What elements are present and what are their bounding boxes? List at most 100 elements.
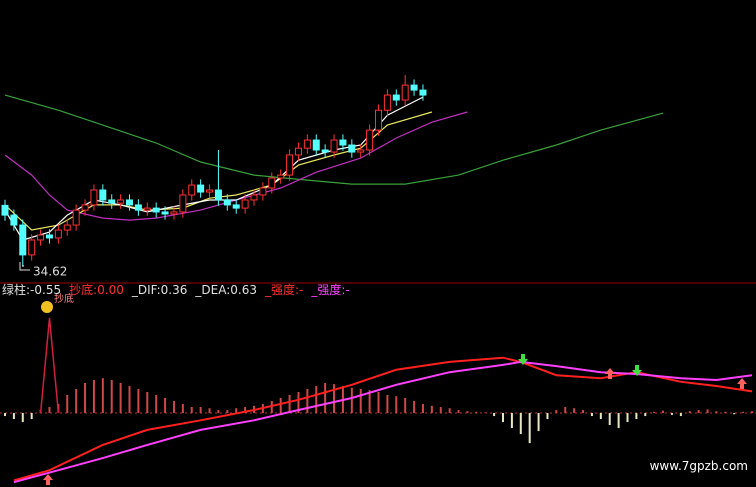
signal-icon — [41, 301, 53, 313]
legend-name: _DEA: — [195, 283, 231, 297]
macd-bar — [235, 408, 238, 414]
candle-body — [321, 149, 329, 153]
macd-bar — [715, 411, 718, 414]
macd-bar — [626, 413, 629, 423]
macd-bar — [48, 407, 51, 414]
macd-bar — [324, 382, 327, 414]
candle-body — [214, 189, 222, 201]
macd-bar — [617, 413, 620, 429]
macd-bar — [386, 395, 389, 414]
candle-body — [268, 177, 276, 189]
macd-bar — [573, 408, 576, 414]
macd-bar — [644, 413, 647, 417]
candle-body — [126, 199, 133, 206]
candle-body — [259, 187, 267, 196]
macd-bar — [430, 405, 433, 414]
candle-body — [206, 189, 214, 193]
buy-arrow — [43, 474, 53, 485]
macd-bar — [395, 396, 398, 414]
macd-bar — [288, 395, 291, 414]
candle-body — [410, 84, 418, 91]
macd-bar — [12, 413, 15, 420]
low-annotation: 34.62 — [33, 265, 67, 279]
macd-bar — [590, 413, 593, 417]
macd-bar — [493, 413, 496, 417]
legend-name: 绿柱: — [2, 283, 31, 297]
legend-item: _DIF:0.36 — [132, 283, 188, 297]
candle-body — [143, 207, 151, 211]
candle-body — [10, 214, 18, 226]
candle-body — [1, 204, 9, 216]
macd-bar — [413, 401, 416, 414]
macd-bar — [306, 388, 309, 414]
candle-body — [241, 199, 249, 209]
signal-label: 抄底 — [54, 292, 74, 305]
legend-item: 抄底:0.00 — [69, 283, 124, 297]
macd-bar — [733, 413, 736, 415]
indicator-line — [13, 360, 753, 484]
macd-bar — [653, 411, 656, 414]
candle-body — [99, 189, 107, 201]
sell-arrow — [632, 365, 642, 376]
macd-bar — [582, 410, 585, 414]
macd-bar — [519, 413, 522, 435]
macd-bar — [172, 401, 175, 414]
candle-body — [81, 204, 89, 211]
candle-body — [179, 194, 187, 213]
macd-bar — [4, 413, 6, 417]
signal-line — [39, 317, 60, 414]
candle-body — [401, 84, 409, 101]
candle-body — [63, 224, 71, 231]
watermark: www.7gpzb.com — [649, 459, 748, 473]
macd-bar — [21, 413, 24, 423]
macd-bar — [128, 385, 131, 414]
indicator-line — [4, 94, 664, 185]
candle-body — [188, 184, 196, 196]
legend-item: _强度:- — [265, 283, 303, 297]
legend-value: - — [345, 283, 350, 297]
candle-body — [108, 199, 116, 204]
sell-arrow — [518, 354, 528, 365]
macd-bar — [164, 398, 167, 414]
candle-body — [28, 239, 36, 256]
macd-bar — [359, 388, 362, 414]
legend-name: 抄底: — [69, 283, 98, 297]
candle-body — [90, 189, 98, 206]
buy-arrow — [605, 368, 615, 379]
macd-bar — [510, 413, 513, 429]
macd-bar — [670, 413, 673, 415]
candle-body — [37, 234, 45, 241]
candle-body — [303, 139, 311, 149]
candle-body — [170, 211, 178, 215]
macd-bar — [92, 379, 95, 414]
legend-value: 0.36 — [160, 283, 188, 297]
legend-name: _强度: — [311, 283, 346, 297]
candle-body — [223, 199, 231, 206]
macd-bar — [635, 413, 638, 420]
candle-body — [357, 149, 365, 153]
macd-bar — [448, 408, 451, 414]
macd-bar — [226, 410, 229, 414]
candle-body — [152, 207, 160, 213]
macd-bar — [279, 398, 282, 414]
macd-bar — [608, 413, 611, 426]
macd-bar — [146, 391, 149, 414]
macd-bar — [137, 388, 140, 414]
indicator-line — [4, 111, 468, 221]
macd-bar — [66, 395, 69, 414]
legend-value: 0.00 — [97, 283, 124, 297]
macd-bar — [181, 404, 184, 414]
macd-bar — [546, 413, 549, 420]
candle-body — [375, 109, 382, 131]
candle-body — [348, 144, 356, 153]
macd-bar — [537, 413, 540, 432]
legend-value: - — [299, 283, 304, 297]
macd-bar — [679, 413, 682, 417]
annotation-arrow — [19, 262, 30, 271]
macd-bar — [564, 407, 567, 414]
macd-bar — [439, 407, 442, 414]
candle-body — [45, 234, 53, 239]
candle-body — [134, 204, 142, 211]
candle-body — [330, 139, 338, 153]
